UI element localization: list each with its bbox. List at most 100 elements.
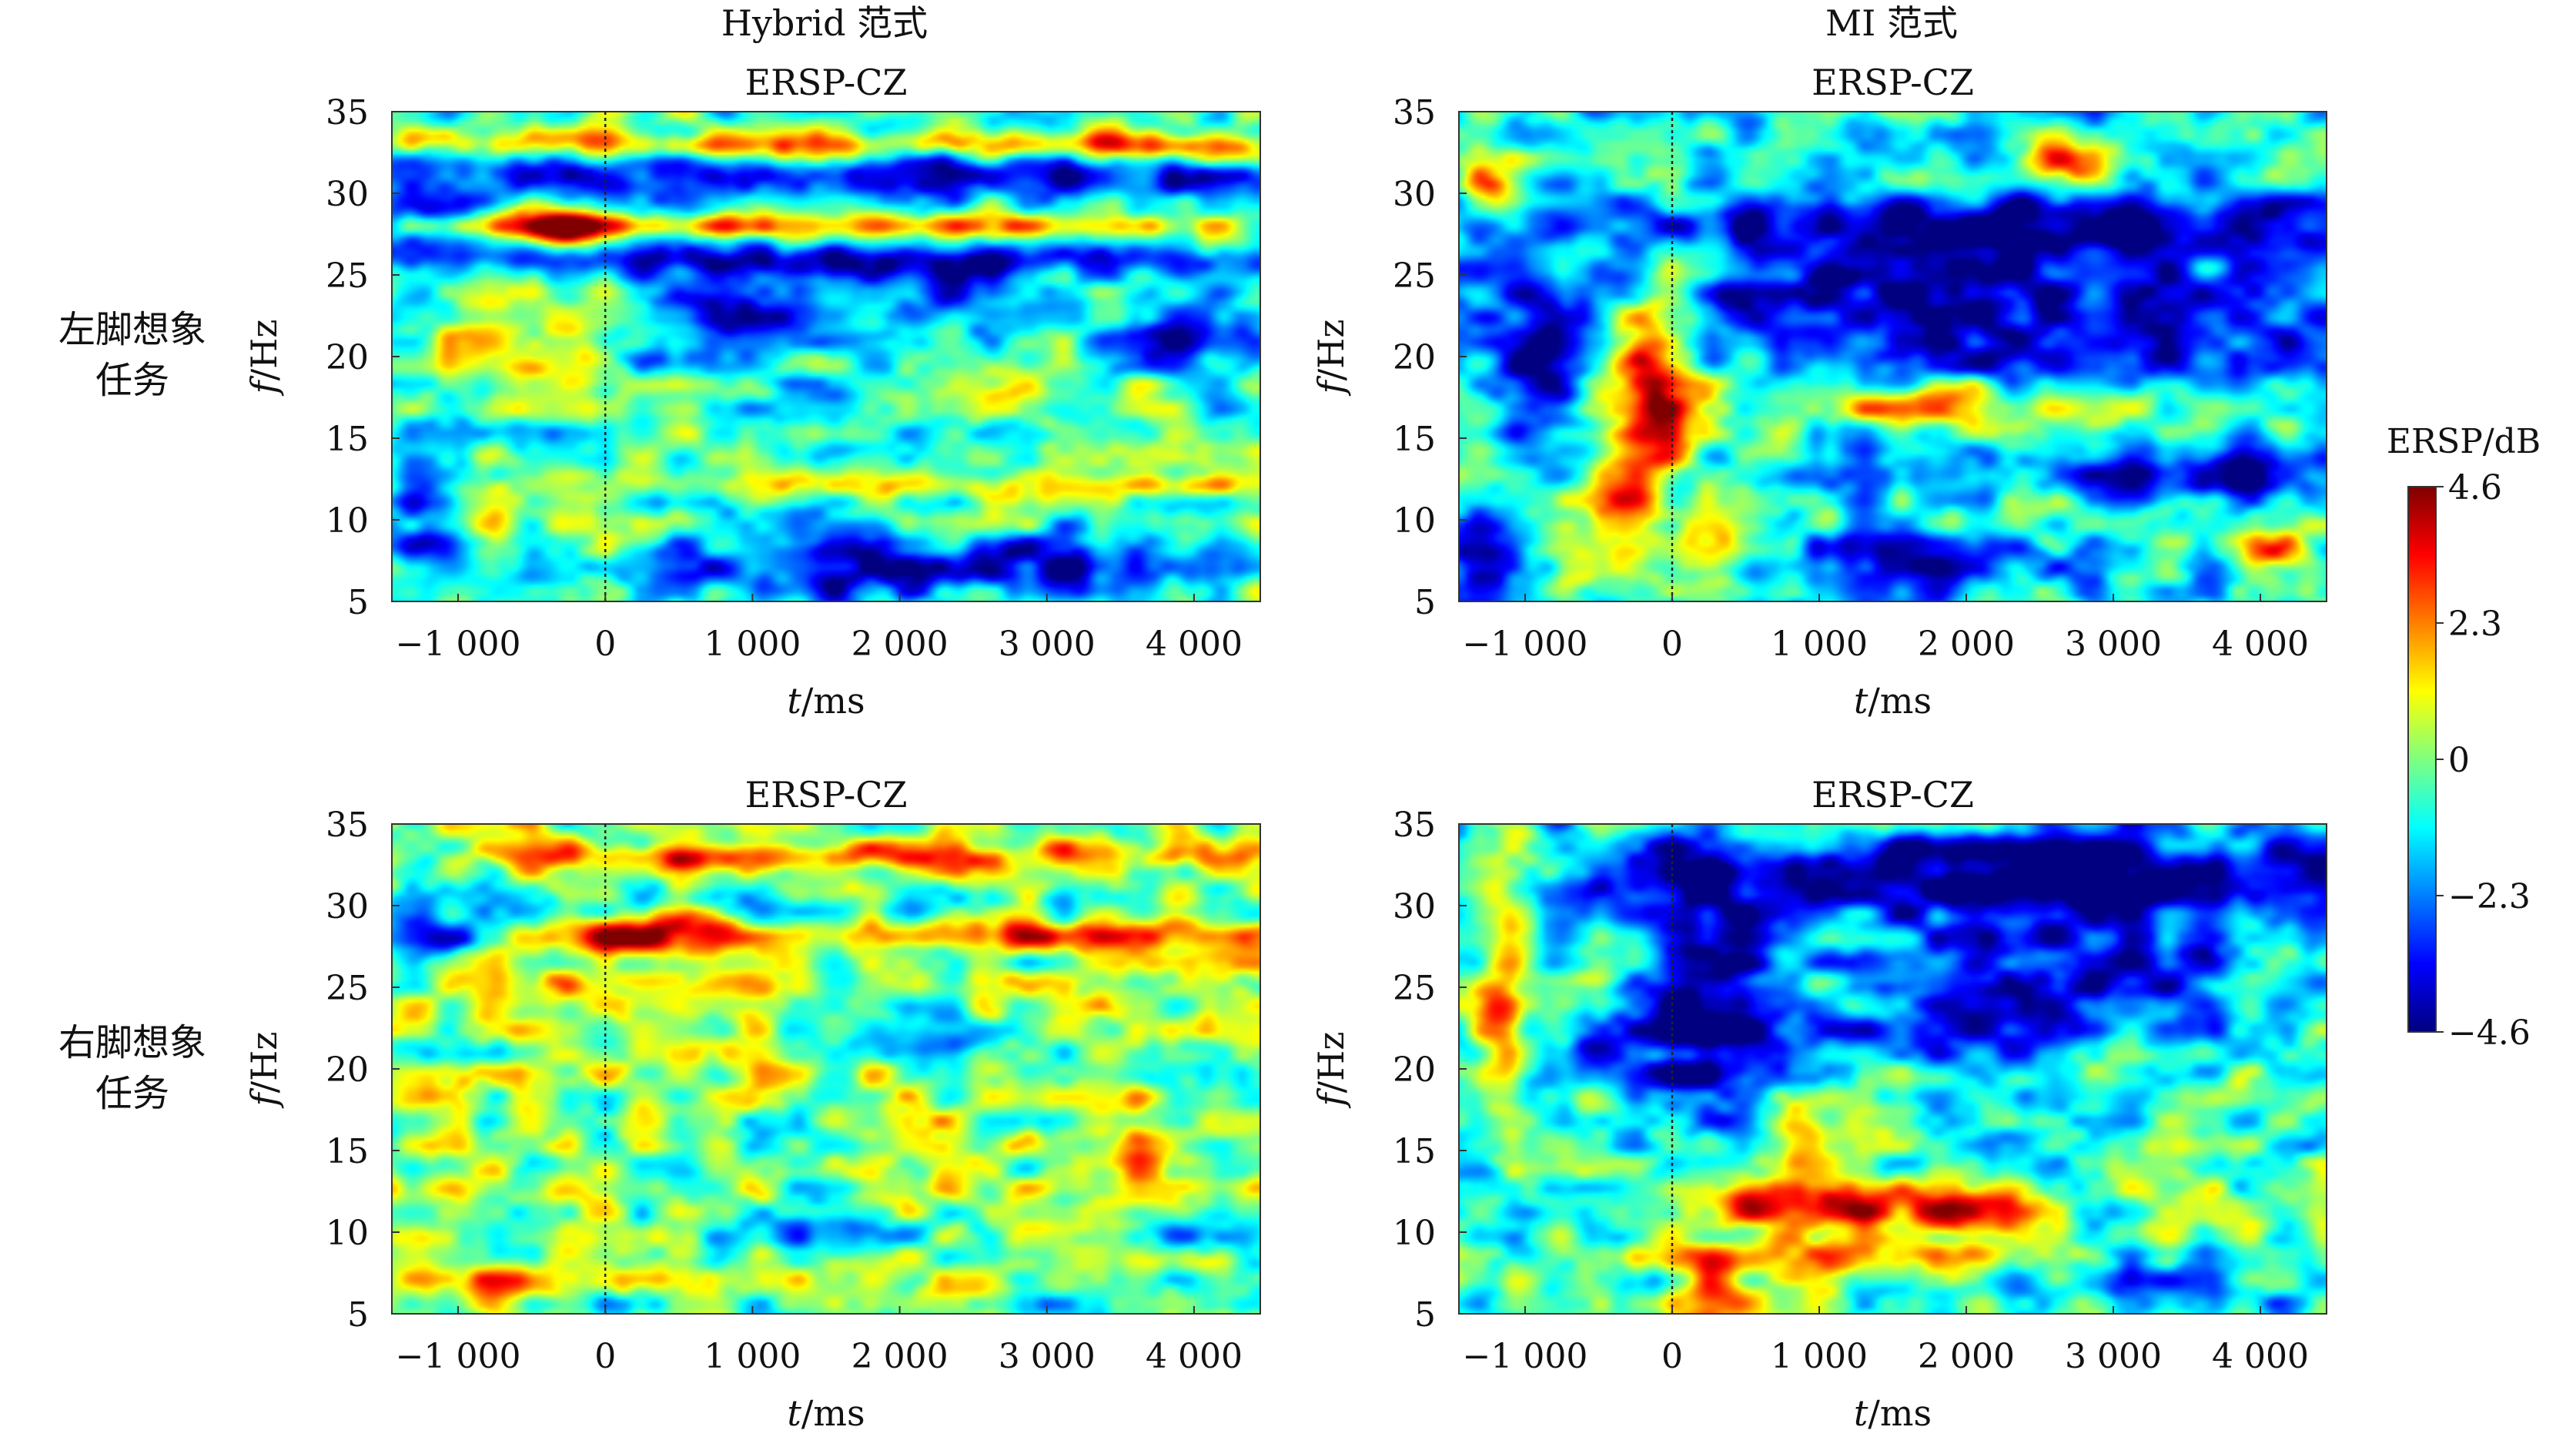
x-tick-label: 3 000 bbox=[999, 1337, 1096, 1376]
heatmap-image bbox=[392, 824, 1260, 1314]
row-label-left-line1: 左脚想象 bbox=[59, 308, 206, 351]
y-tick-label: 10 bbox=[326, 501, 369, 541]
y-axis-label-unit: /Hz bbox=[1310, 1032, 1352, 1094]
x-axis-label-symbol: t bbox=[787, 680, 801, 722]
y-axis-label-unit: /Hz bbox=[243, 320, 285, 381]
x-axis-label: t/ms bbox=[787, 680, 865, 722]
x-tick-label: 4 000 bbox=[1146, 1337, 1243, 1376]
y-tick-label: 10 bbox=[1393, 501, 1436, 541]
y-tick-label: 5 bbox=[1414, 583, 1436, 622]
y-tick-label: 25 bbox=[1393, 969, 1436, 1008]
panel-mi-left: ERSP-CZ −1 000 0 1 000 2 000 3 000 4 000 5 10 15 2… bbox=[1310, 62, 2327, 722]
x-tick-label: 2 000 bbox=[851, 1337, 948, 1376]
y-tick-label: 5 bbox=[1414, 1295, 1436, 1335]
panel-title: ERSP-CZ bbox=[745, 62, 908, 103]
x-tick-label: 0 bbox=[1661, 625, 1683, 664]
x-tick-label: 0 bbox=[594, 625, 616, 664]
x-tick-label: 3 000 bbox=[999, 625, 1096, 664]
x-tick-label: 0 bbox=[1661, 1337, 1683, 1376]
x-axis-label: t/ms bbox=[1854, 680, 1932, 722]
x-tick-label: −1 000 bbox=[396, 1337, 521, 1376]
y-tick-label: 10 bbox=[1393, 1214, 1436, 1253]
y-tick-label: 5 bbox=[347, 1295, 369, 1335]
x-tick-label: 1 000 bbox=[704, 1337, 801, 1376]
y-tick-label: 30 bbox=[1393, 175, 1436, 214]
panel-hybrid-left: ERSP-CZ −1 000 0 1 000 2 000 3 000 4 000 5 10 15 2… bbox=[243, 62, 1261, 722]
panel-title: ERSP-CZ bbox=[1812, 774, 1974, 816]
colorbar-ticks: 4.6 2.3 0 −2.3 −4.6 bbox=[2436, 468, 2531, 1053]
colorbar-title: ERSP/dB bbox=[2387, 422, 2541, 461]
y-tick-label: 25 bbox=[1393, 256, 1436, 296]
x-tick-label: 4 000 bbox=[1146, 625, 1243, 664]
x-axis-label: t/ms bbox=[1854, 1392, 1932, 1434]
y-tick-label: 30 bbox=[326, 887, 369, 926]
panel-title: ERSP-CZ bbox=[745, 774, 908, 816]
x-axis-label-symbol: t bbox=[1854, 1392, 1868, 1434]
x-tick-label: 1 000 bbox=[1771, 1337, 1868, 1376]
y-tick-label: 35 bbox=[1393, 93, 1436, 132]
y-axis-label: f/Hz bbox=[1310, 1032, 1352, 1109]
colorbar-tick-label: 4.6 bbox=[2448, 468, 2502, 507]
y-tick-label: 30 bbox=[1393, 887, 1436, 926]
colorbar-tick-label: 2.3 bbox=[2448, 605, 2502, 644]
x-tick-label: 4 000 bbox=[2212, 1337, 2309, 1376]
panel-title: ERSP-CZ bbox=[1812, 62, 1974, 103]
y-tick-label: 20 bbox=[326, 338, 369, 377]
y-axis-label: f/Hz bbox=[1310, 320, 1352, 397]
y-tick-label: 35 bbox=[1393, 806, 1436, 845]
y-tick-label: 20 bbox=[326, 1050, 369, 1090]
y-tick-label: 10 bbox=[326, 1214, 369, 1253]
heatmap-image bbox=[1459, 824, 2327, 1314]
column-title-mi: MI 范式 bbox=[1825, 2, 1958, 44]
x-tick-label: −1 000 bbox=[1463, 1337, 1588, 1376]
x-tick-label: 0 bbox=[594, 1337, 616, 1376]
x-axis-label-unit: /ms bbox=[801, 1392, 865, 1434]
row-label-left-line2: 任务 bbox=[95, 359, 169, 402]
panel-hybrid-right: ERSP-CZ −1 000 0 1 000 2 000 3 000 4 000 5 10 15 2… bbox=[243, 774, 1261, 1434]
colorbar-bar bbox=[2407, 486, 2437, 1033]
y-tick-label: 30 bbox=[326, 175, 369, 214]
y-axis-label: f/Hz bbox=[243, 320, 285, 397]
x-tick-label: 2 000 bbox=[1918, 625, 2015, 664]
row-label-right-line2: 任务 bbox=[95, 1072, 169, 1115]
row-label-right-line1: 右脚想象 bbox=[59, 1021, 206, 1064]
y-tick-label: 15 bbox=[326, 1132, 369, 1171]
x-tick-label: 3 000 bbox=[2065, 625, 2162, 664]
y-tick-label: 20 bbox=[1393, 338, 1436, 377]
x-axis-label-symbol: t bbox=[1854, 680, 1868, 722]
heatmap-image bbox=[392, 112, 1260, 601]
y-tick-label: 15 bbox=[1393, 1132, 1436, 1171]
x-tick-label: −1 000 bbox=[396, 625, 521, 664]
panel-mi-right: ERSP-CZ −1 000 0 1 000 2 000 3 000 4 000 5 10 15 2… bbox=[1310, 774, 2327, 1434]
y-tick-label: 15 bbox=[326, 420, 369, 459]
x-axis-label-unit: /ms bbox=[801, 680, 865, 722]
colorbar-tick-label: −4.6 bbox=[2448, 1013, 2531, 1053]
colorbar-tick-label: 0 bbox=[2448, 741, 2470, 780]
x-tick-label: 2 000 bbox=[1918, 1337, 2015, 1376]
x-axis-label-unit: /ms bbox=[1868, 1392, 1932, 1434]
x-axis-label: t/ms bbox=[787, 1392, 865, 1434]
x-tick-label: −1 000 bbox=[1463, 625, 1588, 664]
y-tick-label: 25 bbox=[326, 969, 369, 1008]
x-axis-label-symbol: t bbox=[787, 1392, 801, 1434]
y-axis-label-unit: /Hz bbox=[243, 1032, 285, 1094]
x-tick-label: 4 000 bbox=[2212, 625, 2309, 664]
y-tick-label: 35 bbox=[326, 93, 369, 132]
x-tick-label: 1 000 bbox=[704, 625, 801, 664]
x-tick-label: 2 000 bbox=[851, 625, 948, 664]
colorbar: ERSP/dB 4.6 2.3 0 −2.3 −4.6 bbox=[2387, 422, 2541, 1053]
colorbar-tick-label: −2.3 bbox=[2448, 877, 2531, 916]
x-tick-label: 1 000 bbox=[1771, 625, 1868, 664]
x-axis-label-unit: /ms bbox=[1868, 680, 1932, 722]
y-tick-label: 5 bbox=[347, 583, 369, 622]
y-tick-label: 15 bbox=[1393, 420, 1436, 459]
y-axis-label: f/Hz bbox=[243, 1032, 285, 1109]
y-tick-label: 35 bbox=[326, 806, 369, 845]
x-tick-label: 3 000 bbox=[2065, 1337, 2162, 1376]
y-axis-label-unit: /Hz bbox=[1310, 320, 1352, 381]
y-tick-label: 20 bbox=[1393, 1050, 1436, 1090]
y-tick-label: 25 bbox=[326, 256, 369, 296]
heatmap-image bbox=[1459, 112, 2327, 601]
column-title-hybrid: Hybrid 范式 bbox=[721, 2, 928, 44]
